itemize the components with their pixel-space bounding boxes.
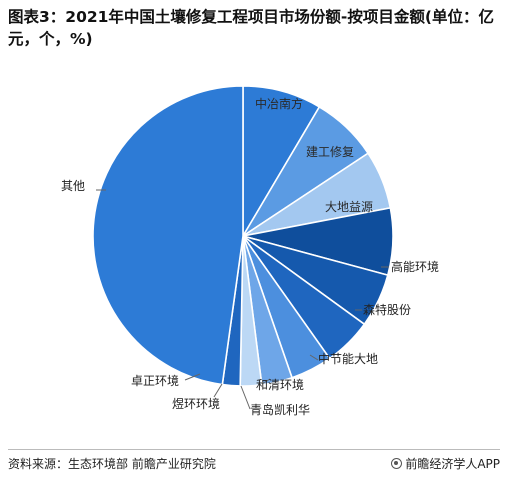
slice-label-8: 青岛凯利华 <box>250 402 310 417</box>
pie-slice-11 <box>92 85 244 386</box>
slice-label-1: 中冶南方 <box>255 96 303 111</box>
footer-divider <box>8 449 500 450</box>
leader-line-7 <box>261 378 271 385</box>
slice-label-2: 建工修复 <box>306 144 354 159</box>
chart-title: 图表3：2021年中国土壤修复工程项目市场份额-按项目金额(单位：亿元，个，%) <box>8 8 494 48</box>
leader-line-9 <box>213 383 223 398</box>
brand: 前瞻经济学人APP <box>391 455 500 472</box>
leader-line-10 <box>184 373 201 381</box>
slice-label-7: 和清环境 <box>256 377 304 392</box>
slice-label-9: 煜环环境 <box>172 396 220 411</box>
slice-label-6: 中节能大地 <box>318 351 378 366</box>
slice-label-10: 卓正环境 <box>131 373 179 388</box>
slice-label-11: 其他 <box>61 179 85 193</box>
slice-label-3: 大地益源 <box>325 200 373 214</box>
brand-label: 前瞻经济学人APP <box>405 457 500 471</box>
slice-label-4: 高能环境 <box>391 259 439 274</box>
leader-line-6 <box>309 354 319 361</box>
leader-line-8 <box>240 385 251 410</box>
source-note: 资料来源：生态环境部 前瞻产业研究院 <box>8 457 216 471</box>
brand-logo-icon <box>391 458 403 469</box>
slice-label-5: 森特股份 <box>363 302 411 317</box>
